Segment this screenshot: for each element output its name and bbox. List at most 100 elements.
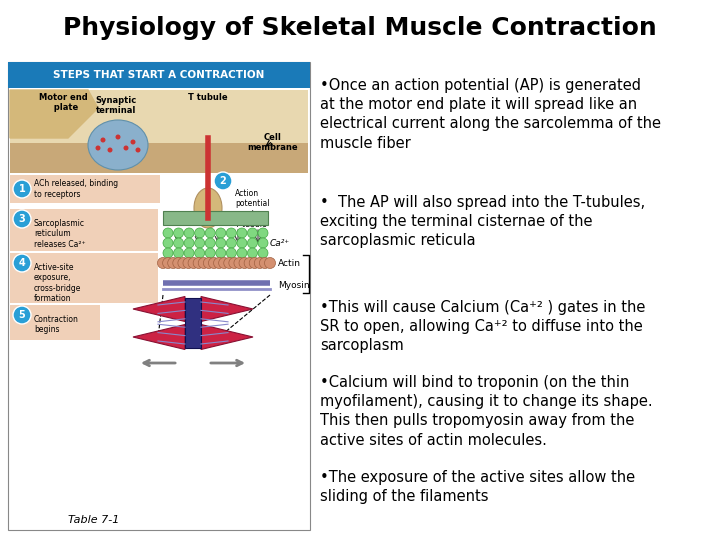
- Text: •Calcium will bind to troponin (on the thin
myofilament), causing it to change i: •Calcium will bind to troponin (on the t…: [320, 375, 652, 448]
- Circle shape: [174, 228, 184, 238]
- FancyBboxPatch shape: [10, 90, 308, 145]
- Circle shape: [194, 228, 204, 238]
- Circle shape: [183, 258, 194, 268]
- Circle shape: [174, 238, 184, 248]
- Circle shape: [13, 254, 31, 272]
- Text: Ca²⁺: Ca²⁺: [270, 239, 290, 247]
- Text: •This will cause Calcium (Ca⁺² ) gates in the
SR to open, allowing Ca⁺² to diffu: •This will cause Calcium (Ca⁺² ) gates i…: [320, 300, 645, 353]
- FancyBboxPatch shape: [10, 305, 100, 340]
- Text: Synaptic
terminal: Synaptic terminal: [95, 96, 137, 116]
- Circle shape: [135, 147, 140, 152]
- Polygon shape: [133, 325, 185, 349]
- Circle shape: [254, 258, 265, 268]
- Circle shape: [158, 258, 168, 268]
- Text: Active-site
exposure,
cross-bridge
formation: Active-site exposure, cross-bridge forma…: [34, 263, 81, 303]
- Text: Action
potential
reaches
T tubule: Action potential reaches T tubule: [235, 189, 269, 229]
- Circle shape: [216, 228, 226, 238]
- Text: 2: 2: [220, 176, 226, 186]
- Circle shape: [216, 238, 226, 248]
- FancyBboxPatch shape: [8, 62, 310, 88]
- FancyBboxPatch shape: [163, 211, 268, 225]
- Text: 4: 4: [19, 258, 25, 268]
- Circle shape: [226, 238, 236, 248]
- FancyBboxPatch shape: [185, 298, 201, 348]
- Text: ACh released, binding
to receptors: ACh released, binding to receptors: [34, 179, 118, 199]
- Circle shape: [248, 238, 258, 248]
- Circle shape: [130, 139, 135, 145]
- Circle shape: [226, 248, 236, 258]
- Text: Physiology of Skeletal Muscle Contraction: Physiology of Skeletal Muscle Contractio…: [63, 16, 657, 40]
- Polygon shape: [201, 296, 253, 321]
- Circle shape: [194, 238, 204, 248]
- Circle shape: [249, 258, 260, 268]
- Circle shape: [205, 228, 215, 238]
- Circle shape: [194, 248, 204, 258]
- Text: Contraction
begins: Contraction begins: [34, 315, 79, 334]
- Circle shape: [244, 258, 255, 268]
- Text: Actin: Actin: [278, 259, 301, 267]
- Text: 1: 1: [19, 184, 25, 194]
- Circle shape: [234, 258, 245, 268]
- Circle shape: [224, 258, 235, 268]
- Circle shape: [237, 248, 247, 258]
- Text: Motor end
  plate: Motor end plate: [39, 93, 87, 112]
- Text: 3: 3: [19, 214, 25, 224]
- Circle shape: [13, 210, 31, 228]
- Text: Cell
membrane: Cell membrane: [248, 133, 298, 152]
- Text: Sarcoplasmic
reticulum
releases Ca²⁺: Sarcoplasmic reticulum releases Ca²⁺: [34, 219, 86, 249]
- Circle shape: [184, 238, 194, 248]
- Circle shape: [216, 248, 226, 258]
- Circle shape: [229, 258, 240, 268]
- Circle shape: [193, 258, 204, 268]
- Text: 5: 5: [19, 310, 25, 320]
- Text: Myosin: Myosin: [278, 281, 310, 291]
- Circle shape: [13, 306, 31, 324]
- Circle shape: [96, 145, 101, 151]
- Circle shape: [115, 134, 120, 139]
- Circle shape: [163, 238, 173, 248]
- Circle shape: [101, 138, 106, 143]
- Circle shape: [173, 258, 184, 268]
- Circle shape: [107, 147, 112, 152]
- Circle shape: [178, 258, 189, 268]
- Polygon shape: [201, 325, 253, 349]
- Circle shape: [174, 248, 184, 258]
- FancyBboxPatch shape: [8, 62, 310, 530]
- Text: •The exposure of the active sites allow the
sliding of the filaments: •The exposure of the active sites allow …: [320, 470, 635, 504]
- Circle shape: [214, 172, 232, 190]
- Circle shape: [219, 258, 230, 268]
- Circle shape: [203, 258, 215, 268]
- Circle shape: [163, 248, 173, 258]
- Circle shape: [239, 258, 250, 268]
- Polygon shape: [10, 90, 98, 138]
- Text: Table 7-1: Table 7-1: [68, 515, 120, 525]
- Circle shape: [205, 248, 215, 258]
- Text: T tubule: T tubule: [188, 93, 228, 102]
- Circle shape: [258, 248, 268, 258]
- Circle shape: [188, 258, 199, 268]
- Ellipse shape: [194, 188, 222, 228]
- FancyBboxPatch shape: [10, 253, 158, 303]
- Circle shape: [13, 180, 31, 198]
- Circle shape: [205, 238, 215, 248]
- Circle shape: [259, 258, 271, 268]
- Circle shape: [258, 238, 268, 248]
- Circle shape: [248, 248, 258, 258]
- Circle shape: [248, 228, 258, 238]
- Circle shape: [214, 258, 225, 268]
- Circle shape: [237, 238, 247, 248]
- Circle shape: [124, 145, 128, 151]
- Circle shape: [258, 228, 268, 238]
- Text: •  The AP will also spread into the T-tubules,
exciting the terminal cisternae o: • The AP will also spread into the T-tub…: [320, 195, 645, 248]
- FancyBboxPatch shape: [10, 209, 158, 251]
- Circle shape: [264, 258, 276, 268]
- FancyBboxPatch shape: [10, 143, 308, 173]
- Circle shape: [163, 258, 174, 268]
- Polygon shape: [133, 296, 185, 321]
- Circle shape: [163, 228, 173, 238]
- Circle shape: [226, 228, 236, 238]
- Circle shape: [209, 258, 220, 268]
- Text: •Once an action potential (AP) is generated
at the motor end plate it will sprea: •Once an action potential (AP) is genera…: [320, 78, 661, 151]
- Circle shape: [184, 228, 194, 238]
- FancyBboxPatch shape: [10, 175, 160, 203]
